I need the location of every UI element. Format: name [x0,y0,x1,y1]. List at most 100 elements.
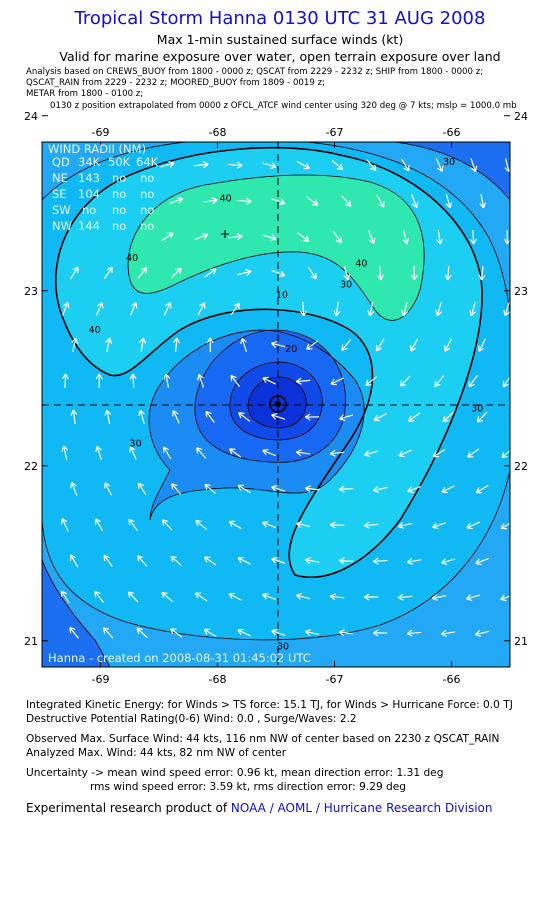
wind-arrow [62,302,70,316]
wind-arrow [61,445,69,460]
wind-arrow [127,591,139,603]
wind-arrow [172,410,180,424]
y-tick-label-right: 21 [514,635,528,648]
wind-arrow [296,593,311,600]
wind-arrow [262,592,277,601]
wind-arrow [432,448,446,458]
contour-line-30 [42,142,510,641]
wind-arrow [228,592,242,601]
radii-ne-50k: no [112,171,126,185]
wind-arrow [466,521,480,530]
axis-ticks: -69 -69 -68 -68 -67 -67 -66 -66 24 24 23 23 22 22 21 21 [24,110,528,686]
wind-arrow [204,483,216,495]
radii-header-50k: 50K [108,155,131,169]
y-tick-label-right: 23 [514,285,528,298]
chart-subtitle-2: Valid for marine exposure over water, op… [59,49,501,64]
wind-arrow [69,266,79,280]
wind-arrow [271,341,286,348]
wind-arrow [195,519,208,530]
wind-arrow [330,377,344,386]
wind-arrow [475,630,490,637]
plot-frame [41,141,511,668]
wind-arrow [338,629,354,637]
wind-arrow [441,558,456,566]
radii-se-34k: 104 [78,187,100,201]
contour-line-15 [229,361,323,441]
radii-ne-label: NE [52,171,68,185]
radii-ne-34k: 143 [78,171,100,185]
y-tick-label-right: 22 [514,460,528,473]
position-note: 0130 z position extrapolated from 0000 z… [50,101,517,111]
wind-arrow [61,518,69,532]
wind-arrow [105,337,113,352]
storm-center-dot [275,401,281,407]
wind-arrow [331,159,344,171]
wind-arrow [338,557,354,565]
x-tick-label-bottom: -67 [326,673,344,686]
contour-label: 40 [355,258,367,269]
wind-arrow [169,196,184,205]
wind-arrow [295,521,311,528]
wind-arrow [503,302,510,317]
wind-arrow [228,233,243,241]
wind-arrow [196,447,207,459]
contour-line-20 [194,329,346,463]
wind-arrow [367,302,375,317]
wind-arrow [441,485,455,494]
wind-arrow [197,302,206,316]
uncertainty-rms: rms wind speed error: 3.59 kt, rms direc… [90,781,407,793]
wind-arrow [397,593,413,601]
wind-arrow [476,411,488,423]
wind-arrow [470,158,478,173]
wind-arrow [129,302,138,316]
wind-arrow [160,160,175,168]
wind-arrow [466,594,481,602]
wind-arrow [467,448,480,458]
wind-arrow [271,412,286,420]
analysis-meta-line-2: QSCAT_RAIN from 2229 - 2232 z; MOORED_BU… [26,78,325,88]
wind-arrow [237,628,251,637]
wind-arrow [432,522,447,530]
wind-arrow [469,229,477,245]
wind-arrow [363,521,379,529]
wind-arrow [407,486,422,494]
contour-label: 10 [276,290,288,301]
wind-arrow [440,629,456,637]
product-credit: Experimental research product of NOAA / … [26,801,492,815]
wind-arrow [435,158,444,172]
contour-label: 40 [126,253,138,264]
wind-arrow [410,338,419,352]
x-tick-label-bottom: -68 [209,673,227,686]
wind-arrow [228,161,243,169]
wind-arrow [341,339,352,352]
wind-arrow [305,629,320,636]
max-wind-marker [221,230,229,238]
wind-arrow [262,376,276,385]
wind-arrow [129,373,137,389]
wind-arrow [333,301,341,317]
wind-arrow [366,159,377,171]
wind-arrow [229,448,242,458]
wind-arrow [137,266,148,279]
radii-sw-64k: no [140,203,154,217]
contour-line-30-inner [148,329,365,521]
wind-arrow [204,268,217,278]
wind-arrow [469,302,476,317]
x-tick-label-top: -68 [209,126,227,139]
chart-subtitle: Max 1-min sustained surface winds (kt) [156,32,404,47]
radii-header-qd: QD [52,155,70,169]
wind-arrow [513,266,519,280]
wind-arrow [70,554,79,568]
wind-arrow [368,230,376,244]
wind-arrow [104,482,112,496]
wind-arrow [95,373,103,389]
wind-arrow [475,484,489,494]
wind-arrow [372,629,388,637]
wind-arrow [237,556,251,565]
credit-organization[interactable]: NOAA / AOML / Hurricane Research Divisio… [230,801,493,815]
wind-arrow [402,230,410,245]
radii-header-64k: 64K [136,155,159,169]
wind-arrow [203,556,217,566]
wind-arrow [136,627,148,639]
chart-title: Tropical Storm Hanna 0130 UTC 31 AUG 200… [74,8,486,29]
